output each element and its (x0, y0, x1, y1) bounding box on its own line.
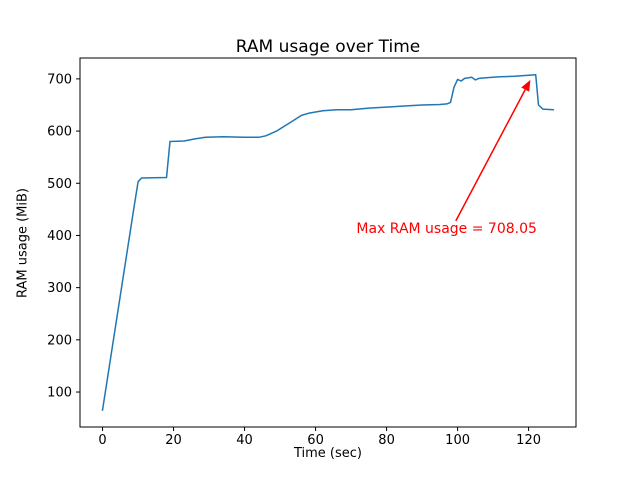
annotation-arrow-head (521, 79, 531, 92)
plot-border (79, 57, 577, 428)
x-tick-label: 100 (445, 433, 470, 448)
ram-usage-line (101, 73, 555, 412)
y-tick-label: 400 (47, 229, 72, 244)
x-tick-label: 20 (165, 433, 182, 448)
y-tick-label: 500 (47, 177, 72, 192)
x-tick-label: 80 (378, 433, 395, 448)
y-tick-label: 300 (47, 281, 72, 296)
x-axis-label: Time (sec) (293, 446, 362, 461)
y-tick-label: 600 (47, 125, 72, 140)
max-ram-annotation: Max RAM usage = 708.05 (356, 220, 537, 237)
y-tick-label: 700 (47, 72, 72, 87)
y-axis-label: RAM usage (MiB) (15, 187, 30, 298)
chart-title: RAM usage over Time (235, 37, 421, 57)
x-tick-label: 40 (236, 433, 253, 448)
y-tick-label: 200 (47, 333, 72, 348)
annotation-arrow-shaft (455, 89, 526, 222)
x-tick-label: 0 (98, 433, 106, 448)
y-tick-label: 100 (47, 386, 72, 401)
x-tick-label: 120 (516, 433, 541, 448)
x-tick-label: 60 (307, 433, 324, 448)
